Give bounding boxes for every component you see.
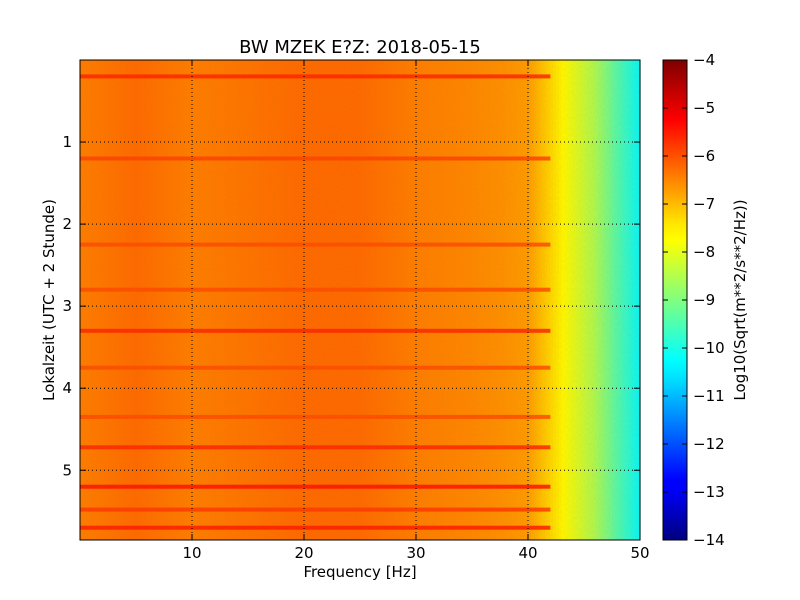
- colorbar-tick-label: −10: [693, 339, 725, 357]
- x-axis-label: Frequency [Hz]: [303, 563, 416, 581]
- colorbar-tick-label: −11: [693, 387, 725, 405]
- plot-grid: [80, 60, 640, 540]
- colorbar-tick-label: −6: [693, 147, 715, 165]
- y-tick-label: 3: [62, 297, 72, 315]
- y-tick-label: 5: [62, 461, 72, 479]
- x-tick-label: 40: [518, 544, 537, 562]
- x-tick-label: 30: [406, 544, 425, 562]
- colorbar-tick-label: −7: [693, 195, 715, 213]
- colorbar-tick-label: −5: [693, 99, 715, 117]
- y-tick-label: 2: [62, 215, 72, 233]
- x-tick-label: 10: [182, 544, 201, 562]
- colorbar-tick-label: −14: [693, 531, 725, 549]
- x-tick-label: 20: [294, 544, 313, 562]
- colorbar: −4 −5 −6 −7 −8 −9 −10 −11 −12 −13 −14: [662, 51, 725, 549]
- y-tick-label: 4: [62, 379, 72, 397]
- y-tick-label: 1: [62, 133, 72, 151]
- plot-frame: [79, 59, 641, 541]
- spectrogram-grain: [80, 60, 640, 540]
- plot-area: 10 20 30 40 50 1 2 3 4 5: [62, 59, 650, 562]
- x-axis: 10 20 30 40 50: [182, 60, 650, 562]
- colorbar-tick-label: −8: [693, 243, 715, 261]
- y-axis: 1 2 3 4 5: [62, 133, 640, 479]
- colorbar-label: Log10(Sqrt(m**2/s**2/Hz)): [731, 199, 749, 400]
- y-axis-label: Lokalzeit (UTC + 2 Stunde): [40, 199, 58, 401]
- colorbar-tick-label: −13: [693, 483, 725, 501]
- chart-title: BW MZEK E?Z: 2018-05-15: [239, 37, 481, 58]
- colorbar-tick-label: −12: [693, 435, 725, 453]
- colorbar-tick-label: −4: [693, 51, 715, 69]
- colorbar-ticks: −4 −5 −6 −7 −8 −9 −10 −11 −12 −13 −14: [663, 51, 725, 549]
- x-tick-label: 50: [630, 544, 649, 562]
- colorbar-tick-label: −9: [693, 291, 715, 309]
